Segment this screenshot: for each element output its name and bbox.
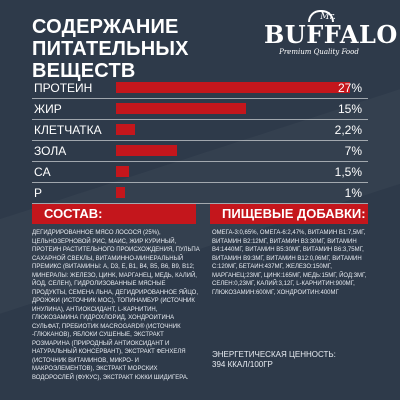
nutrient-bar — [116, 124, 135, 135]
nutrient-label: КЛЕТЧАТКА — [34, 123, 102, 137]
additives-heading: ПИЩЕВЫЕ ДОБАВКИ: — [210, 204, 368, 224]
nutrient-row: P 1% — [32, 183, 368, 204]
nutrient-label: ПРОТЕИН — [34, 81, 93, 95]
title-line-1: СОДЕРЖАНИЕ — [32, 16, 179, 38]
nutrient-value: 1% — [344, 186, 362, 200]
nutrient-label: ЖИР — [34, 102, 62, 116]
nutrient-row: ПРОТЕИН 27% — [32, 78, 368, 99]
logo-brand: BUFFALO — [264, 20, 398, 49]
composition-paragraph: ДЕГИДРИРОВАННОЕ МЯСО ЛОСОСЯ (25%), ЦЕЛЬН… — [32, 230, 200, 381]
nutrient-value: 1,5% — [334, 165, 362, 179]
nutrient-bar — [116, 103, 246, 114]
logo-tagline: Premium Quality Food — [279, 48, 359, 56]
energy-amount: 394 ККАЛ/100ГР — [212, 359, 273, 369]
nutrient-row: КЛЕТЧАТКА 2,2% — [32, 120, 368, 141]
brand-logo: Mr. BUFFALO Premium Quality Food — [264, 10, 398, 57]
composition-heading: СОСТАВ: — [32, 204, 196, 224]
nutrient-bar — [116, 82, 350, 93]
page-header: СОДЕРЖАНИЕ ПИТАТЕЛЬНЫХ ВЕЩЕСТВ — [32, 16, 292, 82]
nutrient-row: ЗОЛА 7% — [32, 141, 368, 162]
nutrient-bar — [116, 187, 125, 198]
nutrient-value: 27% — [337, 81, 362, 95]
nutrient-label: CA — [34, 165, 51, 179]
nutrient-label: ЗОЛА — [34, 144, 67, 158]
nutrient-value: 15% — [337, 102, 362, 116]
nutrient-row: ЖИР 15% — [32, 99, 368, 120]
nutrient-row: CA 1,5% — [32, 162, 368, 183]
additives-text: ОМЕГА-3:0,65%, ОМЕГА-6:2,47%, ВИТАМИН B1… — [212, 229, 372, 297]
nutrient-bar — [116, 166, 129, 177]
composition-text: ДЕГИДРИРОВАННОЕ МЯСО ЛОСОСЯ (25%), ЦЕЛЬН… — [32, 229, 200, 382]
additives-paragraph: ОМЕГА-3:0,65%, ОМЕГА-6:2,47%, ВИТАМИН B1… — [212, 230, 367, 296]
page-title: СОДЕРЖАНИЕ ПИТАТЕЛЬНЫХ ВЕЩЕСТВ — [32, 16, 292, 82]
nutrient-label: P — [34, 186, 43, 200]
energy-value: ЭНЕРГЕТИЧЕСКАЯ ЦЕННОСТЬ: 394 ККАЛ/100ГР — [212, 350, 336, 369]
title-line-2: ПИТАТЕЛЬНЫХ ВЕЩЕСТВ — [32, 38, 189, 82]
energy-label: ЭНЕРГЕТИЧЕСКАЯ ЦЕННОСТЬ: — [212, 350, 336, 359]
nutrient-value: 7% — [344, 144, 362, 158]
nutrient-bar — [116, 145, 177, 156]
nutrient-value: 2,2% — [334, 123, 362, 137]
